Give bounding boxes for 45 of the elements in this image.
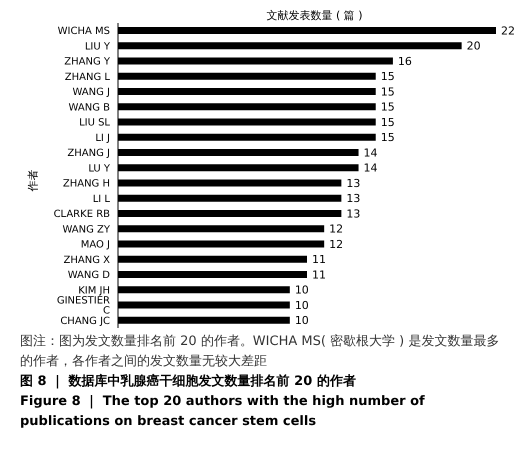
data-label: 10 [294,284,309,297]
data-label: 15 [380,70,395,84]
data-label: 12 [329,222,344,236]
y-tick-label: LI L [92,194,110,205]
x-axis-title: 文献发表数量 ( 篇 ) [265,8,364,23]
y-tick-label: WICHA MS [58,26,110,38]
y-tick-label: ZHANG X [64,254,110,266]
caption: 图 8 ｜ 数据库中乳腺癌干细胞发文数量排名前 20 的作者 [20,372,357,391]
data-label: 13 [346,207,360,220]
y-tick-label: GINESTIER C [56,296,110,317]
data-label: 15 [380,85,395,98]
y-tick-label: ZHANG Y [64,56,111,68]
y-tick-label: LI J [95,132,110,144]
data-label: 15 [380,116,395,129]
data-label: 12 [329,238,344,251]
data-label: 20 [466,40,481,53]
y-tick-label: ZHANG J [67,148,110,160]
y-tick-label: WANG J [72,87,110,98]
data-label: 13 [346,192,360,206]
data-label: 10 [294,314,309,328]
data-label: 14 [364,162,378,175]
y-tick-label: CHANG JC [60,316,110,327]
data-label: 10 [294,298,309,312]
data-label: 13 [346,176,360,190]
y-tick-label: LU Y [88,163,111,174]
y-tick-label: LIU Y [84,41,111,52]
y-tick-label: MAO J [80,240,110,251]
y-axis-title: 作者 [26,170,40,192]
data-label: 11 [312,268,326,282]
y-tick-label: CLARKE RB [54,209,110,220]
y-tick-label: LIU SL [79,118,110,129]
y-tick-label: KIM JH [78,285,110,296]
data-label: 14 [364,146,378,160]
y-tick-label: ZHANG H [62,178,110,190]
text: 图注：图为发文数量排名前 20 的作者。WICHA MS( 密歇根大学 ) 是发文数量最多的作者，各作者之间的发文数量无较大差距 [20,333,500,371]
y-tick-label: WANG B [68,102,110,114]
data-label: 11 [312,253,326,266]
y-tick-label: ZHANG L [64,72,110,83]
data-label: 16 [398,54,412,68]
data-label: 15 [380,100,395,114]
y-tick-label: WANG ZY [62,224,111,236]
data-label: 15 [380,131,395,144]
caption: Figure 8 ｜ The top 20 authors with the high number of publications on breast cancer stem cells [20,393,426,431]
data-label: 22 [501,24,515,38]
y-tick-label: WANG D [68,270,110,282]
